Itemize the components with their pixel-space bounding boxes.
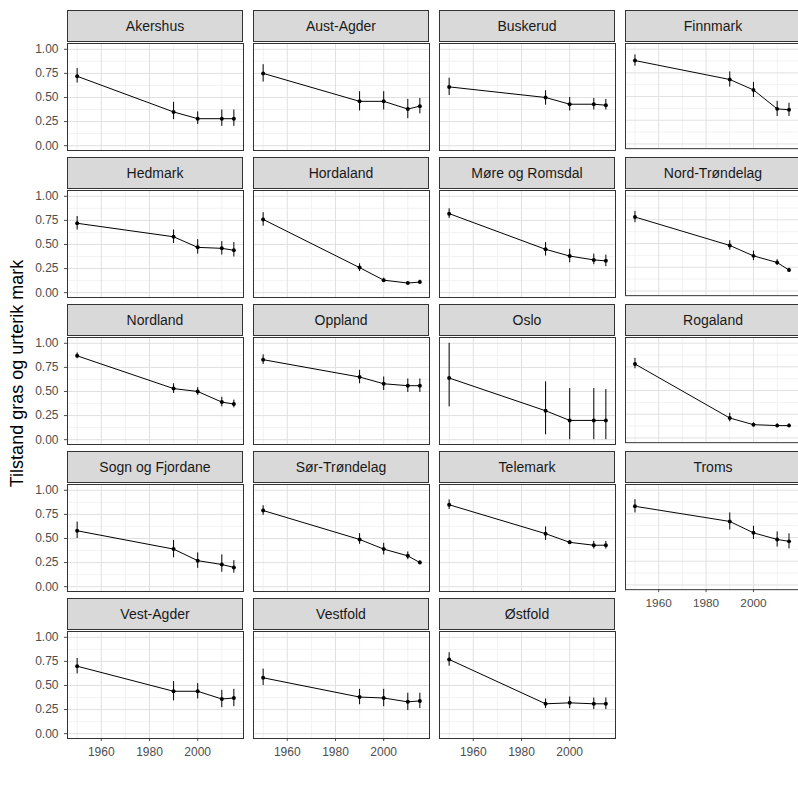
html-text:Hordaland: Hordaland: [308, 165, 374, 181]
svg-text:1960: 1960: [460, 745, 487, 759]
svg-text:2000: 2000: [556, 745, 583, 759]
svg-text:0.25: 0.25: [35, 702, 59, 716]
svg-text:1960: 1960: [646, 596, 673, 609]
svg-text:1.00: 1.00: [35, 630, 59, 644]
svg-text:2000: 2000: [184, 745, 211, 759]
svg-text:1980: 1980: [136, 745, 163, 759]
svg-text:1.00: 1.00: [35, 42, 59, 56]
html-text:Sogn og Fjordane: Sogn og Fjordane: [99, 459, 211, 475]
html-text:Vest-Agder: Vest-Agder: [120, 606, 190, 622]
svg-text:1960: 1960: [274, 745, 301, 759]
html-text:Finnmark: Finnmark: [683, 18, 743, 34]
svg-text:1980: 1980: [508, 745, 535, 759]
html-text:Oppland: Oppland: [314, 312, 368, 328]
html-text:Sør-Trøndelag: Sør-Trøndelag: [295, 459, 387, 475]
svg-text:0.75: 0.75: [35, 360, 59, 374]
html-text:Akershus: Akershus: [125, 18, 185, 34]
svg-text:0.00: 0.00: [35, 433, 59, 447]
svg-text:1980: 1980: [322, 745, 349, 759]
svg-text:1960: 1960: [88, 745, 115, 759]
svg-text:0.00: 0.00: [35, 286, 59, 300]
svg-text:1.00: 1.00: [35, 483, 59, 497]
svg-text:0.25: 0.25: [35, 555, 59, 569]
html-text:Tilstand gras og urterik mark: Tilstand gras og urterik mark: [7, 259, 28, 488]
svg-text:0.25: 0.25: [35, 408, 59, 422]
svg-text:0.50: 0.50: [35, 237, 59, 251]
svg-text:2000: 2000: [370, 745, 397, 759]
svg-text:0.75: 0.75: [35, 213, 59, 227]
svg-text:0.25: 0.25: [35, 114, 59, 128]
html-text:Vestfold: Vestfold: [316, 606, 366, 622]
svg-text:0.25: 0.25: [35, 261, 59, 275]
svg-text:2000: 2000: [740, 596, 767, 609]
html-text:Møre og Romsdal: Møre og Romsdal: [471, 165, 583, 181]
html-text:Nordland: Nordland: [126, 312, 184, 328]
svg-text:0.50: 0.50: [35, 678, 59, 692]
svg-text:0.50: 0.50: [35, 384, 59, 398]
svg-text:0.00: 0.00: [35, 139, 59, 153]
svg-text:0.75: 0.75: [35, 507, 59, 521]
html-text:Østfold: Østfold: [504, 606, 550, 622]
html-text:Aust-Agder: Aust-Agder: [306, 18, 376, 34]
svg-text:0.75: 0.75: [35, 66, 59, 80]
svg-text:1.00: 1.00: [35, 336, 59, 350]
html-text:Hedmark: Hedmark: [126, 165, 184, 181]
html-text:Troms: Troms: [693, 459, 733, 475]
svg-text:0.00: 0.00: [35, 727, 59, 741]
svg-text:0.50: 0.50: [35, 531, 59, 545]
html-text:Telemark: Telemark: [498, 459, 556, 475]
svg-text:1980: 1980: [693, 596, 720, 609]
svg-text:0.00: 0.00: [35, 580, 59, 594]
svg-text:0.50: 0.50: [35, 90, 59, 104]
html-text:Oslo: Oslo: [512, 312, 542, 328]
svg-text:1.00: 1.00: [35, 189, 59, 203]
svg-text:0.75: 0.75: [35, 654, 59, 668]
html-text:Rogaland: Rogaland: [683, 312, 743, 328]
html-text:Nord-Trøndelag: Nord-Trøndelag: [663, 165, 763, 181]
html-text:Buskerud: Buskerud: [497, 18, 557, 34]
